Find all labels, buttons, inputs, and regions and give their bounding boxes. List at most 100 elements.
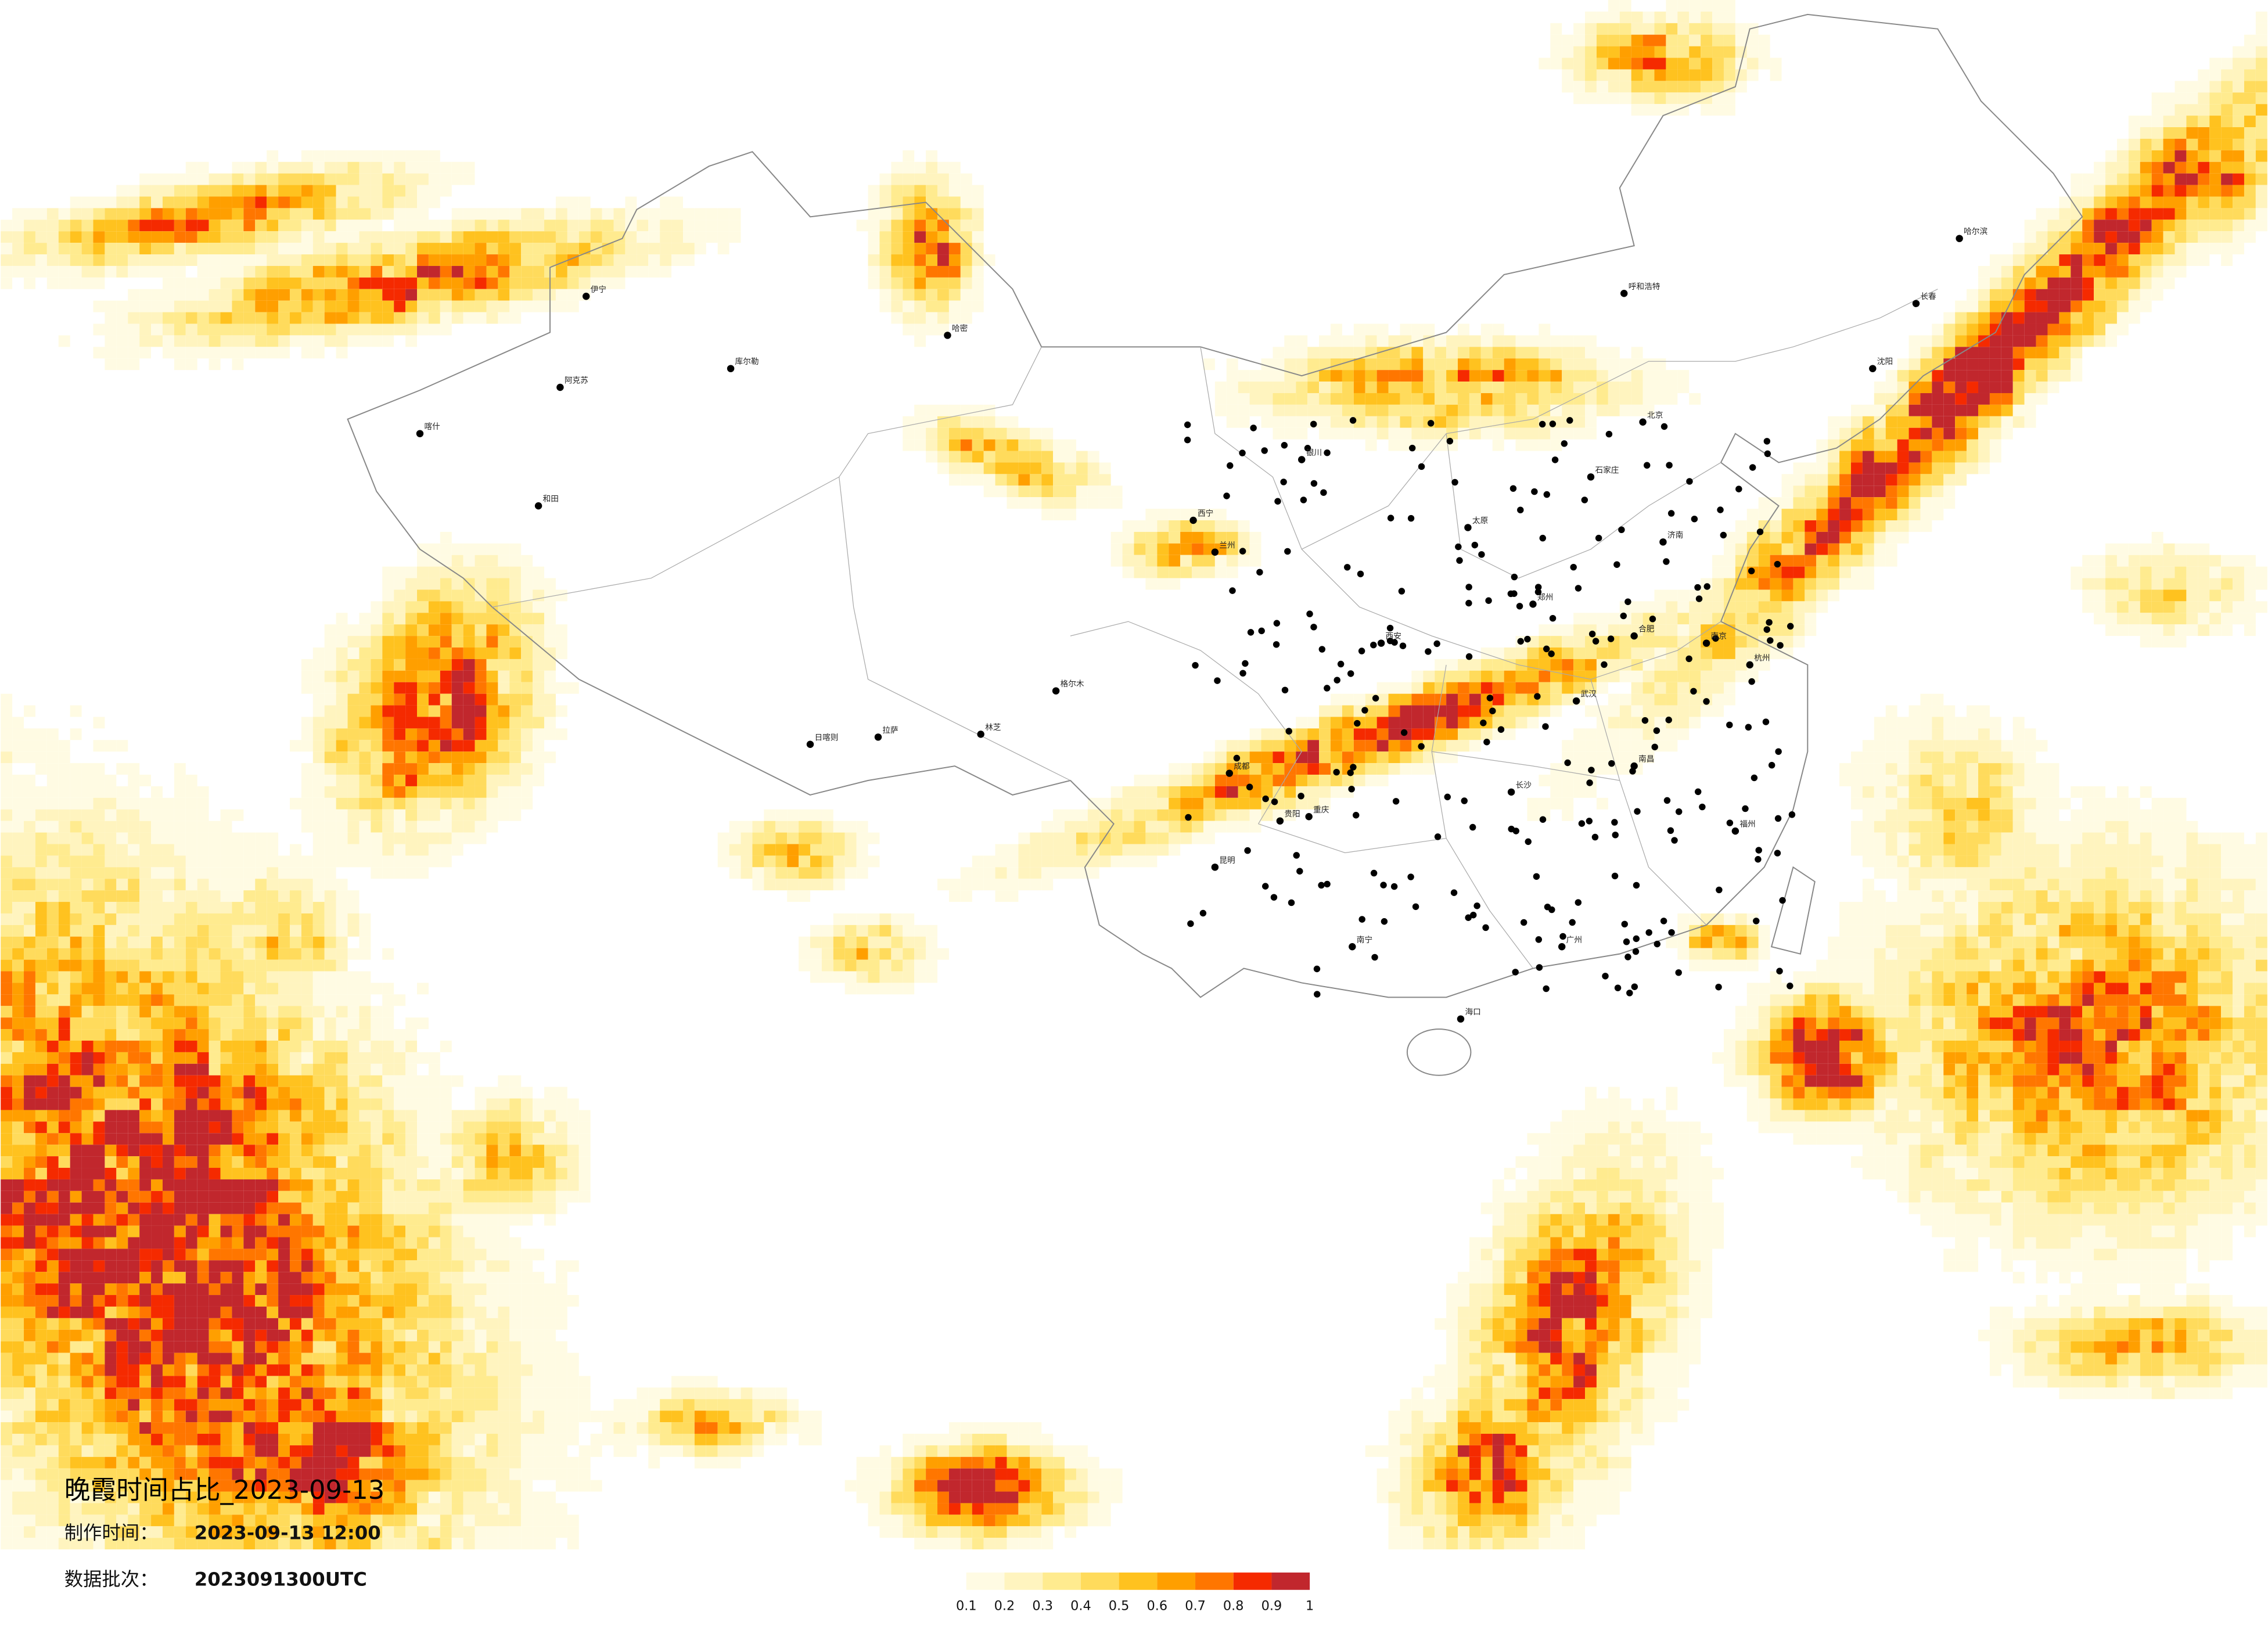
heat-cell — [312, 312, 325, 324]
heat-cell — [799, 948, 810, 960]
heat-cell — [1562, 347, 1574, 359]
heat-cell — [1805, 520, 1817, 532]
heat-cell — [1296, 728, 1308, 740]
heat-cell — [1932, 959, 1944, 972]
heat-cell — [267, 161, 279, 174]
heat-cell — [289, 924, 301, 937]
heat-cell — [1550, 335, 1562, 347]
heat-cell — [405, 636, 418, 648]
heat-cell — [1458, 705, 1469, 717]
heat-cell — [1920, 948, 1932, 960]
heat-cell — [533, 717, 545, 729]
heat-cell — [1, 740, 13, 752]
heat-cell — [2140, 832, 2152, 844]
heat-cell — [2059, 867, 2071, 879]
heat-cell — [486, 555, 498, 567]
heat-cell — [2209, 69, 2222, 81]
heat-cell — [2024, 220, 2036, 232]
heat-cell — [2116, 809, 2129, 821]
heat-cell — [821, 844, 833, 856]
heat-cell — [2105, 543, 2117, 555]
heat-cell — [1746, 555, 1759, 567]
heat-cell — [533, 763, 545, 775]
heat-cell — [1943, 786, 1956, 798]
heat-cell — [174, 231, 186, 243]
heat-cell — [903, 289, 915, 301]
heat-cell — [278, 277, 290, 289]
heat-cell — [2151, 902, 2163, 913]
heat-cell — [2244, 81, 2256, 93]
heat-cell — [2244, 92, 2256, 105]
heat-cell — [174, 948, 186, 960]
heat-cell — [336, 277, 348, 289]
heat-cell — [12, 751, 24, 764]
heat-cell — [174, 243, 186, 255]
heat-cell — [1203, 566, 1215, 578]
heat-cell — [2094, 879, 2106, 891]
heat-cell — [1631, 393, 1643, 405]
heat-cell — [451, 832, 463, 844]
heat-cell — [879, 936, 892, 948]
heat-cell — [1157, 786, 1169, 798]
heat-cell — [1897, 404, 1909, 416]
heat-cell — [1608, 728, 1620, 740]
heat-cell — [324, 277, 336, 289]
heat-cell — [243, 312, 256, 324]
heat-cell — [2047, 335, 2059, 347]
heat-cell — [1874, 936, 1886, 948]
heat-cell — [1596, 624, 1608, 636]
heat-cell — [2186, 971, 2198, 983]
heat-cell — [336, 879, 348, 891]
heat-cell — [486, 763, 498, 775]
heat-cell — [1573, 347, 1586, 359]
heat-cell — [1781, 520, 1793, 532]
heat-cell — [382, 601, 394, 613]
heat-cell — [2116, 797, 2129, 810]
heat-cell — [394, 300, 406, 312]
heat-cell — [1816, 462, 1828, 474]
heat-cell — [2047, 936, 2059, 948]
heat-cell — [1989, 300, 2001, 312]
heat-cell — [324, 624, 336, 636]
heat-cell — [2105, 855, 2117, 868]
heat-cell — [1527, 705, 1539, 717]
heat-cell — [2001, 844, 2013, 856]
heat-cell — [451, 601, 463, 613]
heat-cell — [1330, 382, 1342, 393]
heat-cell — [2255, 185, 2267, 197]
heat-cell — [197, 844, 209, 856]
heat-cell — [1342, 751, 1354, 764]
heat-cell — [197, 797, 209, 810]
heat-cell — [764, 867, 776, 879]
heat-cell — [81, 924, 94, 937]
heat-cell — [1307, 775, 1320, 786]
heat-cell — [336, 196, 348, 208]
heat-cell — [347, 220, 360, 232]
heat-cell — [1839, 531, 1851, 544]
heat-cell — [2255, 924, 2267, 937]
heat-cell — [2151, 127, 2163, 139]
heat-cell — [2082, 243, 2094, 255]
heat-cell — [347, 300, 360, 312]
heat-cell — [960, 185, 972, 197]
heat-cell — [278, 265, 290, 278]
heat-cell — [1539, 393, 1551, 405]
heat-cell — [2174, 243, 2187, 255]
heat-cell — [2012, 393, 2025, 405]
heat-cell — [382, 173, 394, 185]
heat-cell — [1169, 543, 1181, 555]
heat-cell — [1850, 763, 1863, 775]
heat-cell — [1157, 821, 1169, 833]
heat-cell — [764, 879, 776, 891]
heat-cell — [1342, 335, 1354, 347]
heat-cell — [58, 902, 70, 913]
heat-cell — [1723, 11, 1735, 23]
heat-cell — [1203, 797, 1215, 810]
heat-cell — [1319, 335, 1331, 347]
heat-cell — [1619, 358, 1631, 370]
heat-cell — [2012, 959, 2025, 972]
heat-cell — [139, 231, 152, 243]
heat-cell — [521, 751, 533, 764]
heat-cell — [312, 855, 325, 868]
heat-cell — [1874, 797, 1886, 810]
